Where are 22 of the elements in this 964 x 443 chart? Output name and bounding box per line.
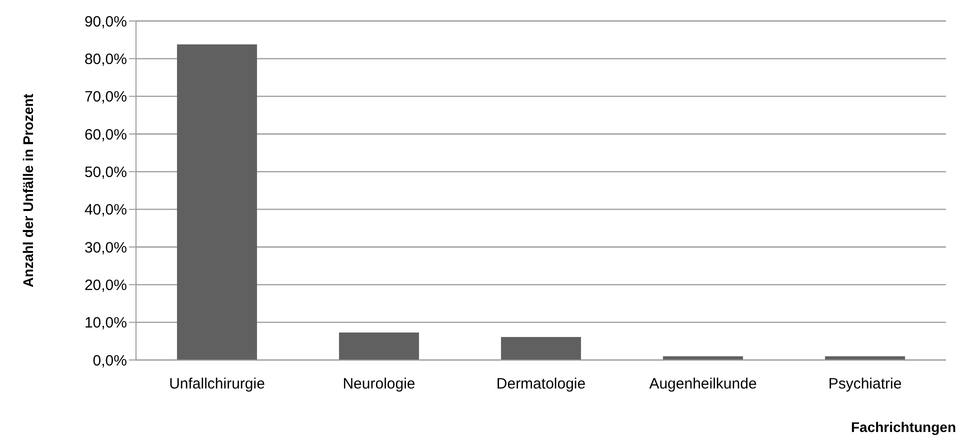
- x-tick-label: Augenheilkunde: [649, 376, 757, 393]
- y-tick-label: 80,0%: [84, 50, 127, 68]
- y-tick-label: 0,0%: [92, 352, 127, 370]
- y-tick-label: 50,0%: [84, 164, 127, 181]
- bar: [825, 356, 905, 360]
- x-axis-title: Fachrichtungen: [850, 419, 956, 435]
- y-tick-label: 70,0%: [84, 88, 127, 106]
- bar: [501, 337, 581, 360]
- x-tick-label: Dermatologie: [496, 376, 586, 393]
- bar: [663, 356, 743, 360]
- y-tick-label: 10,0%: [84, 314, 127, 332]
- bar: [339, 332, 419, 360]
- y-axis-title: Anzahl der Unfälle in Prozent: [20, 93, 36, 288]
- x-tick-label: Unfallchirurgie: [169, 376, 265, 393]
- y-tick-label: 30,0%: [84, 239, 127, 256]
- y-tick-label: 60,0%: [84, 126, 127, 144]
- x-tick-label: Psychiatrie: [828, 376, 902, 393]
- y-tick-label: 40,0%: [84, 202, 127, 219]
- y-tick-label: 20,0%: [84, 276, 127, 294]
- y-tick-label: 90,0%: [84, 13, 127, 30]
- bar: [177, 44, 257, 360]
- x-tick-label: Neurologie: [342, 376, 416, 393]
